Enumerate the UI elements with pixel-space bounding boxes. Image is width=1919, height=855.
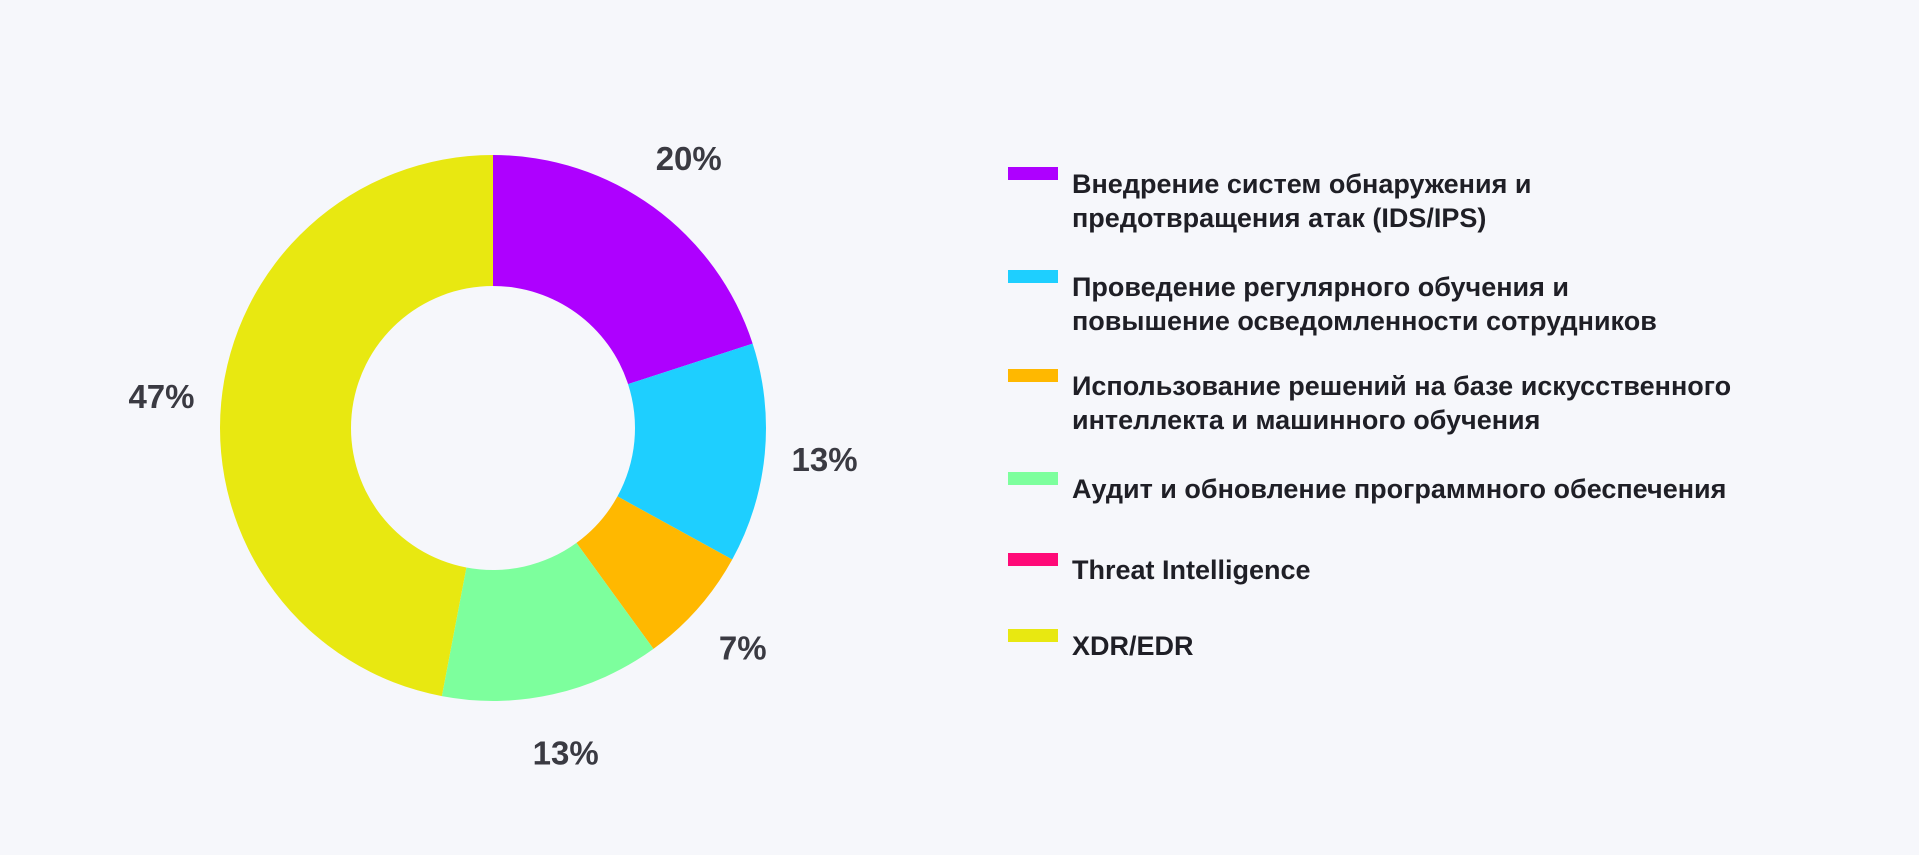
donut-slices bbox=[219, 155, 766, 702]
chart-legend: Внедрение систем обнаружения и предотвра… bbox=[1008, 0, 1888, 855]
legend-item-training: Проведение регулярного обучения и повыше… bbox=[1008, 270, 1872, 338]
donut-slice-training bbox=[617, 343, 766, 560]
legend-swatch-threat-intelligence bbox=[1008, 553, 1058, 566]
slice-percent-labels: 20% 13% 7% 13% 47% bbox=[128, 140, 857, 771]
legend-label-software-audit: Аудит и обновление программного обеспече… bbox=[1072, 474, 1727, 504]
legend-label-threat-intelligence: Threat Intelligence bbox=[1072, 555, 1311, 585]
donut-slice-xdr-edr bbox=[219, 155, 493, 697]
legend-label-training: Проведение регулярного обучения и повыше… bbox=[1072, 272, 1657, 336]
donut-slice-ids-ips bbox=[493, 155, 753, 385]
legend-item-threat-intelligence: Threat Intelligence bbox=[1008, 553, 1872, 587]
legend-swatch-ids-ips bbox=[1008, 167, 1058, 180]
donut-slice-ai-ml bbox=[576, 496, 733, 649]
legend-swatch-xdr-edr bbox=[1008, 629, 1058, 642]
legend-swatch-ai-ml bbox=[1008, 369, 1058, 382]
legend-label-ids-ips: Внедрение систем обнаружения и предотвра… bbox=[1072, 169, 1532, 233]
legend-label-xdr-edr: XDR/EDR bbox=[1072, 631, 1194, 661]
percent-label-ids-ips: 20% bbox=[656, 140, 722, 177]
legend-item-software-audit: Аудит и обновление программного обеспече… bbox=[1008, 472, 1872, 506]
percent-label-software-audit: 13% bbox=[533, 734, 599, 771]
percent-label-ai-ml: 7% bbox=[719, 630, 767, 667]
percent-label-xdr-edr: 47% bbox=[128, 378, 194, 415]
legend-swatch-training bbox=[1008, 270, 1058, 283]
legend-label-ai-ml: Использование решений на базе искусствен… bbox=[1072, 371, 1732, 435]
percent-label-training: 13% bbox=[791, 441, 857, 478]
legend-item-ids-ips: Внедрение систем обнаружения и предотвра… bbox=[1008, 167, 1872, 235]
donut-slice-software-audit bbox=[441, 542, 654, 702]
legend-item-xdr-edr: XDR/EDR bbox=[1008, 629, 1872, 663]
legend-swatch-software-audit bbox=[1008, 472, 1058, 485]
legend-item-ai-ml: Использование решений на базе искусствен… bbox=[1008, 369, 1872, 437]
